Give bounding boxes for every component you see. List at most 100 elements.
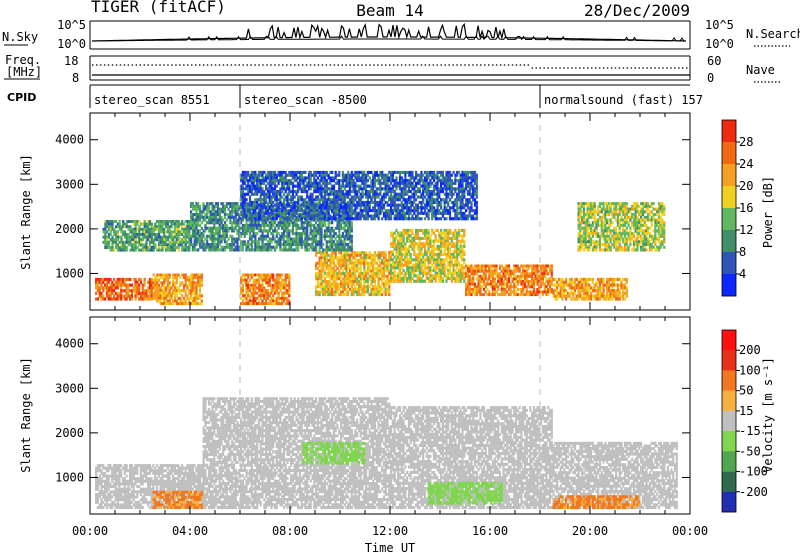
heatmap-cell [156, 291, 159, 295]
heatmap-cell [254, 286, 257, 290]
heatmap-cell [340, 256, 343, 260]
heatmap-cell [423, 271, 427, 275]
heatmap-cell [570, 280, 573, 284]
heatmap-cell [523, 272, 527, 276]
heatmap-cell [165, 291, 168, 295]
heatmap-cell [411, 263, 414, 267]
heatmap-cell [288, 291, 291, 295]
heatmap-cell [306, 240, 309, 244]
heatmap-cell [440, 228, 443, 232]
heatmap-cell [279, 240, 282, 244]
heatmap-cell [554, 294, 557, 298]
heatmap-cell [156, 281, 159, 285]
heatmap-cell [345, 269, 348, 273]
heatmap-cell [195, 226, 198, 230]
heatmap-cell [191, 289, 194, 293]
heatmap-cell [243, 276, 246, 280]
heatmap-cell [448, 258, 452, 262]
heatmap-cell [275, 273, 278, 277]
heatmap-cell [490, 269, 493, 273]
heatmap-cell [370, 264, 373, 268]
heatmap-cell [265, 281, 268, 285]
heatmap-cell [234, 226, 237, 230]
heatmap-cell [450, 255, 453, 259]
heatmap-cell [284, 276, 287, 280]
heatmap-cell [466, 285, 469, 289]
heatmap-cell [538, 277, 541, 281]
heatmap-cell [481, 285, 484, 289]
heatmap-cell [168, 291, 171, 295]
heatmap-cell [245, 302, 248, 306]
heatmap-cell [406, 261, 409, 265]
heatmap-cell [436, 258, 439, 262]
heatmap-cell [161, 276, 164, 280]
heatmap-cell [147, 225, 150, 229]
heatmap-cell [320, 272, 323, 276]
heatmap-cell [190, 286, 193, 290]
heatmap-cell [416, 236, 419, 240]
heatmap-cell [513, 272, 516, 276]
heatmap-cell [170, 291, 173, 295]
heatmap-cell [198, 289, 202, 293]
heatmap-cell [582, 294, 586, 298]
heatmap-cell [518, 277, 521, 281]
heatmap-cell [284, 281, 287, 285]
heatmap-cell [113, 286, 116, 290]
heatmap-cell [345, 277, 348, 281]
heatmap-cell [195, 302, 198, 306]
heatmap-cell [470, 282, 473, 286]
heatmap-cell [109, 294, 112, 298]
heatmap-cell [327, 259, 330, 262]
heatmap-cell [516, 274, 519, 278]
heatmap-cell [98, 294, 101, 298]
heatmap-cell [125, 246, 128, 249]
heatmap-cell [427, 228, 430, 232]
heatmap-cell [390, 277, 393, 281]
heatmap-cell [173, 243, 177, 247]
heatmap-cell [402, 242, 405, 246]
heatmap-cell [154, 296, 157, 300]
heatmap-cell [495, 285, 498, 289]
heatmap-cell [477, 269, 480, 273]
heatmap-cell [388, 287, 391, 291]
heatmap-cell [263, 276, 266, 280]
heatmap-cell [340, 264, 343, 268]
heatmap-cell [336, 274, 339, 278]
heatmap-cell [325, 251, 328, 255]
heatmap-cell [127, 233, 130, 236]
heatmap-cell [159, 302, 162, 306]
heatmap-cell [116, 291, 119, 295]
heatmap-cell [173, 291, 177, 295]
heatmap-cell [498, 280, 502, 284]
heatmap-cell [473, 290, 477, 294]
heatmap-cell [179, 289, 182, 293]
heatmap-cell [297, 190, 300, 194]
heatmap-cell [263, 226, 266, 230]
heatmap-cell [152, 281, 155, 285]
heatmap-cell [304, 179, 307, 183]
heatmap-cell [397, 271, 400, 275]
heatmap-cell [407, 279, 411, 283]
heatmap-cell [572, 291, 575, 295]
heatmap-cell [111, 280, 114, 284]
heatmap-cell [411, 277, 414, 281]
heatmap-cell [438, 266, 441, 270]
heatmap-cell [332, 251, 336, 255]
heatmap-cell [332, 229, 336, 233]
heatmap-cell [125, 222, 128, 226]
heatmap-cell [295, 229, 298, 233]
heatmap-cell [425, 236, 428, 240]
heatmap-cell [320, 287, 323, 291]
heatmap-cell [402, 274, 405, 278]
heatmap-cell [452, 269, 455, 273]
heatmap-cell [541, 272, 544, 276]
heatmap-cell [393, 239, 396, 243]
heatmap-cell [115, 220, 118, 223]
heatmap-cell [323, 253, 327, 257]
heatmap-cell [545, 269, 548, 273]
heatmap-cell [168, 276, 171, 280]
heatmap-cell [468, 282, 471, 286]
heatmap-cell [198, 302, 202, 306]
heatmap-cell [490, 272, 493, 276]
heatmap-cell [459, 266, 462, 270]
